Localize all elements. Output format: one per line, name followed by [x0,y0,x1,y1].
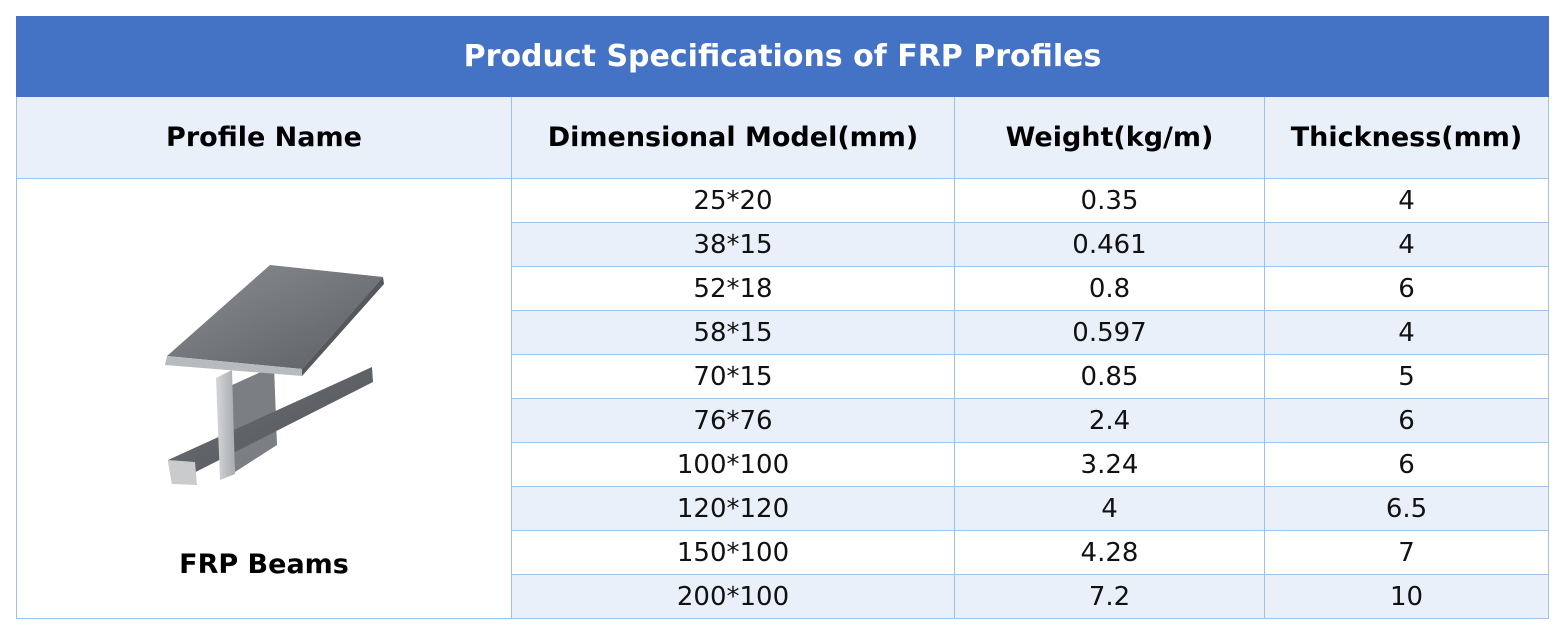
header-row: Profile Name Dimensional Model(mm) Weigh… [16,96,1550,179]
column-header-thickness: Thickness(mm) [1263,96,1550,179]
dimensional-model-cell: 38*15 [511,222,955,267]
weight-cell: 0.35 [954,178,1265,223]
column-header-profile-name: Profile Name [16,96,512,179]
thickness-cell: 4 [1263,222,1550,267]
dimensional-model-cell: 150*100 [511,530,955,575]
weight-cell: 0.597 [954,310,1265,355]
profile-wrap: FRP Beams [18,182,511,616]
thickness-cell: 7 [1263,530,1550,575]
weight-cell: 3.24 [954,442,1265,487]
weight-cell: 4 [954,486,1265,531]
profile-cell: FRP Beams [16,178,512,619]
thickness-cell: 6 [1263,266,1550,311]
table-row: 150*100 4.28 7 [17,530,1550,575]
dimensional-model-cell: 200*100 [511,574,955,619]
column-header-weight: Weight(kg/m) [954,96,1265,179]
thickness-cell: 4 [1263,178,1550,223]
table-row: 120*120 4 6.5 [17,486,1550,531]
thickness-cell: 6 [1263,442,1550,487]
table-row: 200*100 7.2 10 [17,574,1550,619]
thickness-cell: 6 [1263,398,1550,443]
dimensional-model-cell: 52*18 [511,266,955,311]
dimensional-model-cell: 70*15 [511,354,955,399]
dimensional-model-cell: 76*76 [511,398,955,443]
table-title: Product Specifications of FRP Profiles [15,16,1550,97]
table-row: 58*15 0.597 4 [17,310,1550,355]
profile-name-label: FRP Beams [179,548,349,580]
thickness-cell: 5 [1263,354,1550,399]
table-row: 52*18 0.8 6 [17,266,1550,311]
dimensional-model-cell: 100*100 [511,442,955,487]
weight-cell: 0.8 [954,266,1265,311]
dimensional-model-cell: 58*15 [511,310,955,355]
thickness-cell: 10 [1263,574,1550,619]
weight-cell: 2.4 [954,398,1265,443]
thickness-cell: 6.5 [1263,486,1550,531]
weight-cell: 7.2 [954,574,1265,619]
weight-cell: 0.461 [954,222,1265,267]
dimensional-model-cell: 120*120 [511,486,955,531]
thickness-cell: 4 [1263,310,1550,355]
spec-table: Product Specifications of FRP Profiles P… [15,16,1550,619]
title-row: Product Specifications of FRP Profiles [15,16,1550,97]
dimensional-model-cell: 25*20 [511,178,955,223]
column-header-dimensional-model: Dimensional Model(mm) [511,96,955,179]
weight-cell: 0.85 [954,354,1265,399]
frp-beam-image [165,264,384,485]
table-row: 100*100 3.24 6 [17,442,1550,487]
table-row: 38*15 0.461 4 [17,222,1550,267]
weight-cell: 4.28 [954,530,1265,575]
table-row: FRP Beams 25*20 0.35 4 [16,178,1550,619]
